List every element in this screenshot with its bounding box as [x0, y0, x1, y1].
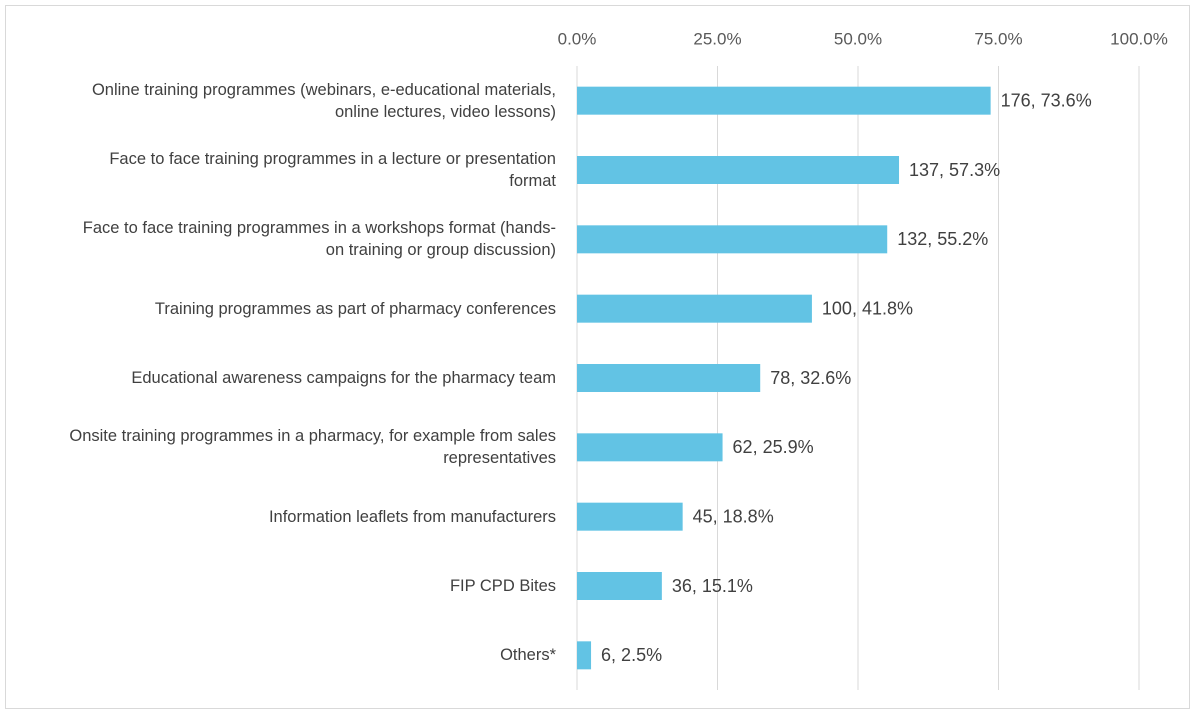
category-label: Educational awareness campaigns for the …	[131, 369, 556, 387]
bar	[577, 156, 900, 184]
chart-frame	[5, 5, 1190, 709]
value-label: 137, 57.3%	[909, 160, 1000, 180]
bar	[577, 294, 812, 323]
bar	[577, 364, 761, 392]
x-tick-label: 25.0%	[693, 29, 741, 48]
bar	[577, 225, 888, 254]
value-label: 176, 73.6%	[1001, 90, 1092, 110]
bar	[577, 433, 723, 462]
category-label: FIP CPD Bites	[449, 577, 556, 595]
value-label: 45, 18.8%	[693, 506, 774, 526]
category-label: Training programmes as part of pharmacy …	[154, 299, 556, 318]
value-label: 132, 55.2%	[897, 229, 988, 249]
category-label: Others*	[500, 646, 556, 665]
bar	[577, 572, 662, 600]
value-label: 6, 2.5%	[601, 645, 662, 665]
category-label: Online training programmes (webinars, e-…	[91, 80, 556, 121]
x-tick-label: 75.0%	[974, 29, 1022, 48]
category-label: Face to face training programmes in a le…	[109, 150, 556, 190]
category-label: Face to face training programmes in a wo…	[82, 219, 556, 260]
bar	[577, 641, 592, 670]
value-label: 36, 15.1%	[672, 576, 753, 596]
x-tick-label: 0.0%	[558, 29, 597, 48]
value-label: 78, 32.6%	[770, 368, 851, 388]
x-tick-label: 50.0%	[834, 29, 882, 48]
bar	[577, 86, 991, 115]
bar	[577, 502, 683, 531]
value-label: 100, 41.8%	[822, 298, 913, 318]
x-tick-label: 100.0%	[1110, 29, 1168, 48]
category-label: Information leaflets from manufacturers	[268, 507, 556, 526]
category-label: Onsite training programmes in a pharmacy…	[69, 427, 556, 468]
value-label: 62, 25.9%	[733, 437, 814, 457]
